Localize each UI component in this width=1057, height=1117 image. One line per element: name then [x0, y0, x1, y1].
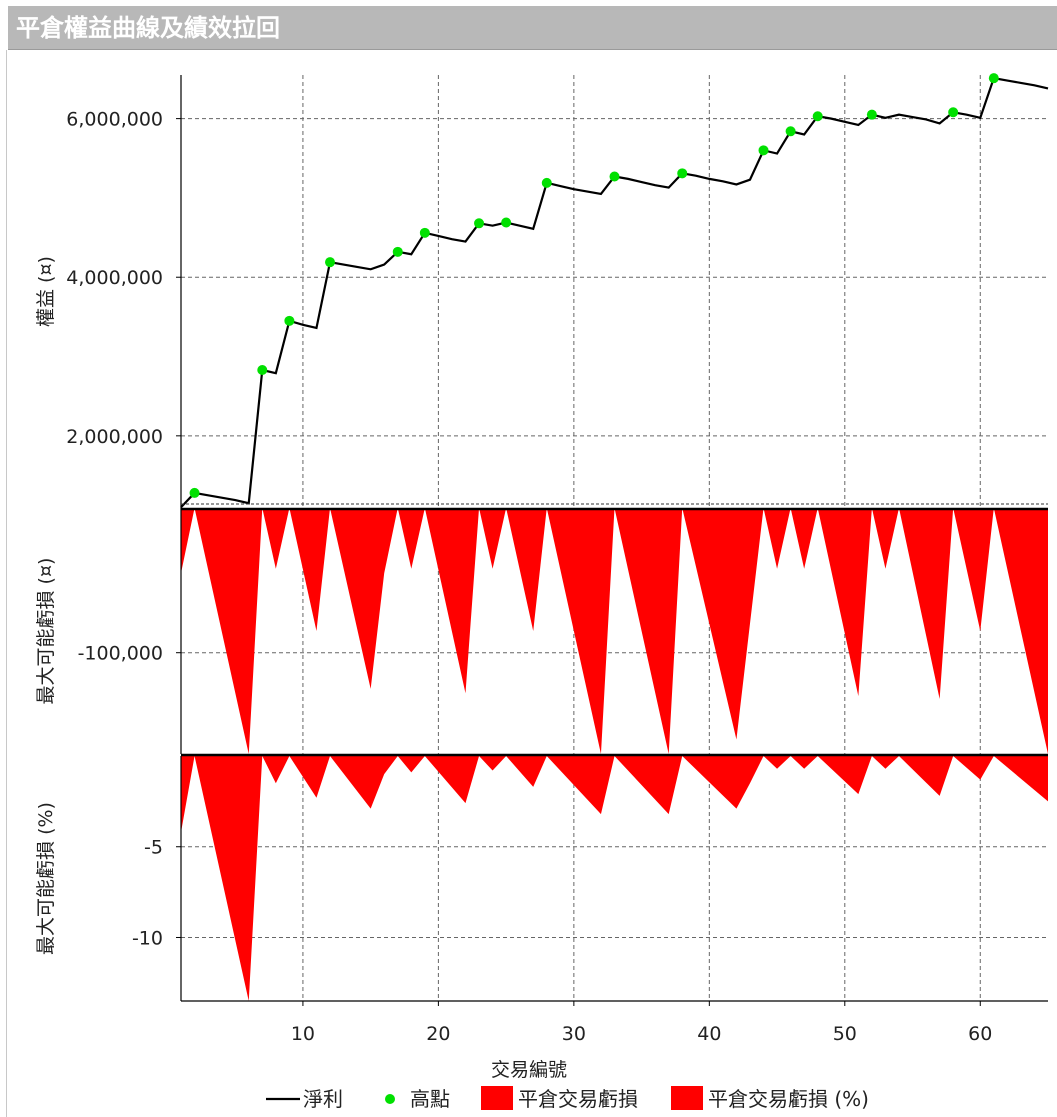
equity-high-point: [677, 168, 688, 179]
y-tick-label: -100,000: [78, 643, 163, 665]
y-tick-label: 6,000,000: [66, 109, 163, 131]
x-tick-label: 50: [833, 1023, 857, 1045]
equity-high-point: [609, 171, 620, 182]
legend-box-swatch: [481, 1086, 513, 1110]
y-tick-label: 2,000,000: [66, 426, 163, 448]
equity-high-point: [392, 246, 403, 257]
drawdown-area: [181, 508, 1048, 754]
legend-label: 高點: [410, 1087, 450, 1111]
panel-1: 2,000,000 4,000,000 6,000,000 權益 (¤): [35, 73, 1049, 508]
y-tick-label: 4,000,000: [66, 267, 163, 289]
equity-high-point: [257, 365, 268, 376]
equity-high-point: [325, 257, 336, 268]
equity-high-point: [988, 73, 999, 84]
y-axis-title: 最大可能虧損 (¤): [35, 558, 57, 705]
y-tick-label: -5: [144, 837, 163, 859]
y-axis-title: 最大可能虧損 (%): [35, 802, 57, 955]
x-tick-label: 30: [562, 1023, 586, 1045]
legend-box-swatch: [671, 1086, 703, 1110]
y-axis-title: 權益 (¤): [35, 256, 57, 327]
equity-high-point: [419, 227, 430, 238]
equity-high-point: [758, 145, 769, 156]
y-tick-label: -10: [132, 927, 163, 949]
x-tick-label: 20: [426, 1023, 450, 1045]
equity-high-point: [866, 109, 877, 120]
equity-high-point: [474, 218, 485, 229]
equity-high-point: [785, 126, 796, 137]
chart-title-bar: 平倉權益曲線及績效拉回: [8, 6, 1057, 50]
panel-3: -5 -10 最大可能虧損 (%): [35, 756, 1048, 1001]
equity-high-point: [948, 107, 959, 118]
legend-label: 平倉交易虧損 (%): [708, 1087, 869, 1111]
equity-high-point: [189, 487, 200, 498]
x-tick-label: 10: [291, 1023, 315, 1045]
equity-high-point: [541, 177, 552, 188]
equity-high-point: [501, 217, 512, 228]
panel-2: -100,000 最大可能虧損 (¤): [35, 508, 1048, 754]
net-profit-line: [180, 76, 1049, 508]
legend-label: 淨利: [303, 1087, 343, 1111]
x-axis-title: 交易編號: [491, 1059, 567, 1081]
x-tick-label: 60: [968, 1023, 992, 1045]
chart-frame: [6, 50, 1057, 1117]
equity-high-point: [812, 111, 823, 122]
legend-dot-swatch: [385, 1094, 395, 1104]
chart-title: 平倉權益曲線及績效拉回: [16, 14, 280, 42]
legend: 淨利 高點 平倉交易虧損 平倉交易虧損 (%): [266, 1086, 869, 1111]
legend-label: 平倉交易虧損: [518, 1087, 638, 1111]
x-tick-label: 40: [697, 1023, 721, 1045]
equity-high-point: [284, 315, 295, 326]
drawdown-percent-area: [181, 756, 1048, 1001]
